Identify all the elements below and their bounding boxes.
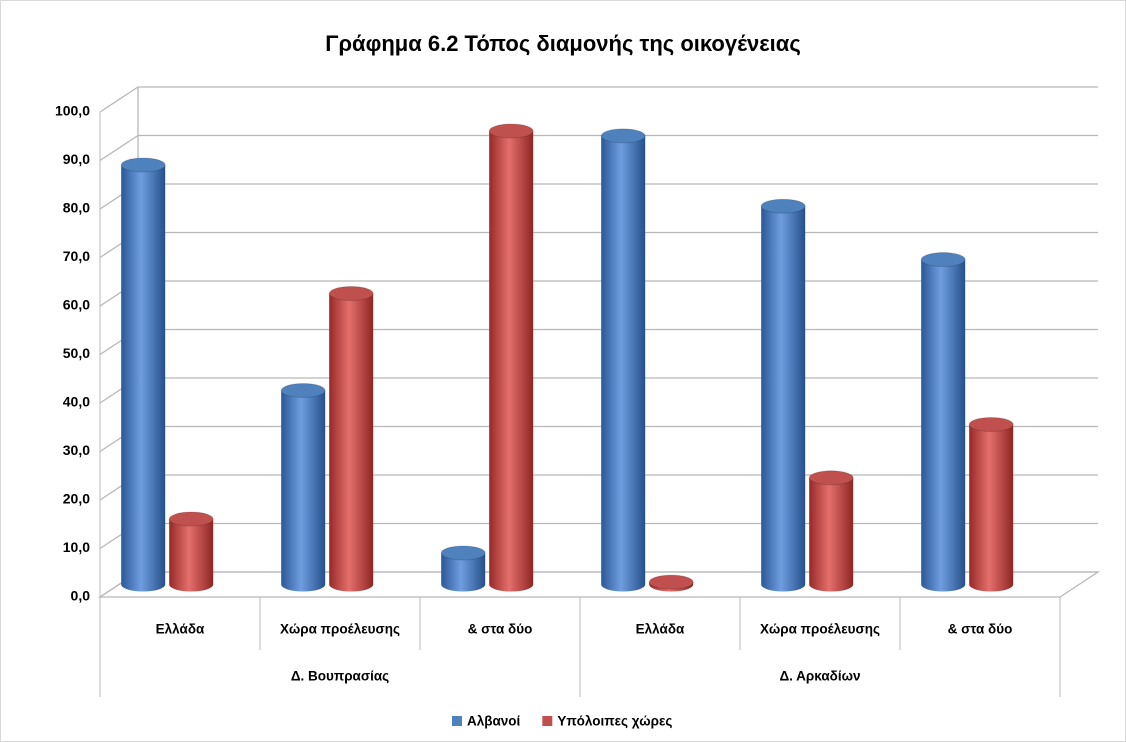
- legend-label: Αλβανοί: [467, 714, 521, 729]
- bar-body: [121, 164, 166, 592]
- bar-body: [601, 135, 646, 592]
- x-tick-label: Ελλάδα: [156, 622, 205, 637]
- bar: [280, 383, 326, 592]
- bar-top: [760, 198, 806, 214]
- group-label: Δ. Βουπρασίας: [291, 669, 389, 684]
- x-tick-label: Χώρα προέλευσης: [280, 622, 400, 637]
- y-tick-label: 60,0: [63, 297, 90, 313]
- bar: [120, 157, 166, 592]
- bar-top: [600, 128, 646, 144]
- y-tick-label: 0,0: [71, 588, 91, 604]
- bar-top: [120, 157, 166, 173]
- bar: [920, 252, 966, 592]
- bar-top: [808, 470, 854, 486]
- y-tick-label: 40,0: [63, 394, 90, 410]
- legend-swatch: [542, 716, 553, 726]
- bar: [488, 123, 534, 592]
- bar-top: [168, 511, 214, 527]
- bar: [440, 545, 486, 592]
- bar-top: [328, 286, 374, 301]
- bar-body: [441, 552, 486, 592]
- y-tick-label: 90,0: [63, 151, 90, 167]
- y-tick-label: 10,0: [63, 539, 90, 555]
- y-tick-label: 20,0: [63, 491, 90, 507]
- grid-line: [99, 183, 1098, 210]
- chart-title: Γράφημα 6.2 Τόπος διαμονής της οικογένει…: [325, 31, 801, 56]
- bar-body: [809, 477, 854, 592]
- bar-body: [921, 259, 966, 592]
- y-tick-label: 30,0: [63, 442, 90, 458]
- bar-body: [281, 390, 326, 592]
- x-tick-label: & στα δύο: [468, 622, 533, 637]
- bar-body: [489, 131, 534, 592]
- y-tick-label: 50,0: [63, 345, 90, 361]
- bar: [760, 198, 806, 592]
- bar: [968, 416, 1014, 592]
- bar-top: [488, 123, 534, 139]
- group-label: Δ. Αρκαδίων: [779, 669, 860, 684]
- grid-line: [99, 86, 1098, 113]
- legend-swatch: [452, 716, 462, 726]
- bar-top: [440, 545, 486, 561]
- x-tick-label: Ελλάδα: [636, 622, 685, 637]
- y-tick-label: 70,0: [63, 248, 90, 264]
- x-tick-label: & στα δύο: [948, 622, 1013, 637]
- y-tick-label: 80,0: [63, 200, 90, 216]
- x-tick-label: Χώρα προέλευσης: [760, 622, 880, 637]
- bar: [808, 470, 854, 592]
- bar-top: [968, 416, 1014, 432]
- bar: [648, 574, 694, 592]
- bar-body: [969, 424, 1014, 592]
- grid-line: [99, 134, 1098, 162]
- bar-body: [329, 293, 374, 592]
- bar: [328, 286, 374, 592]
- bar-top: [920, 252, 966, 268]
- bar-top: [280, 383, 326, 398]
- bar: [600, 128, 646, 592]
- legend-label: Υπόλοιπες χώρες: [557, 714, 672, 729]
- bar-body: [169, 519, 214, 592]
- bar: [168, 511, 214, 592]
- bar-top: [648, 574, 694, 590]
- bar-body: [761, 206, 806, 592]
- y-tick-label: 100,0: [55, 103, 90, 119]
